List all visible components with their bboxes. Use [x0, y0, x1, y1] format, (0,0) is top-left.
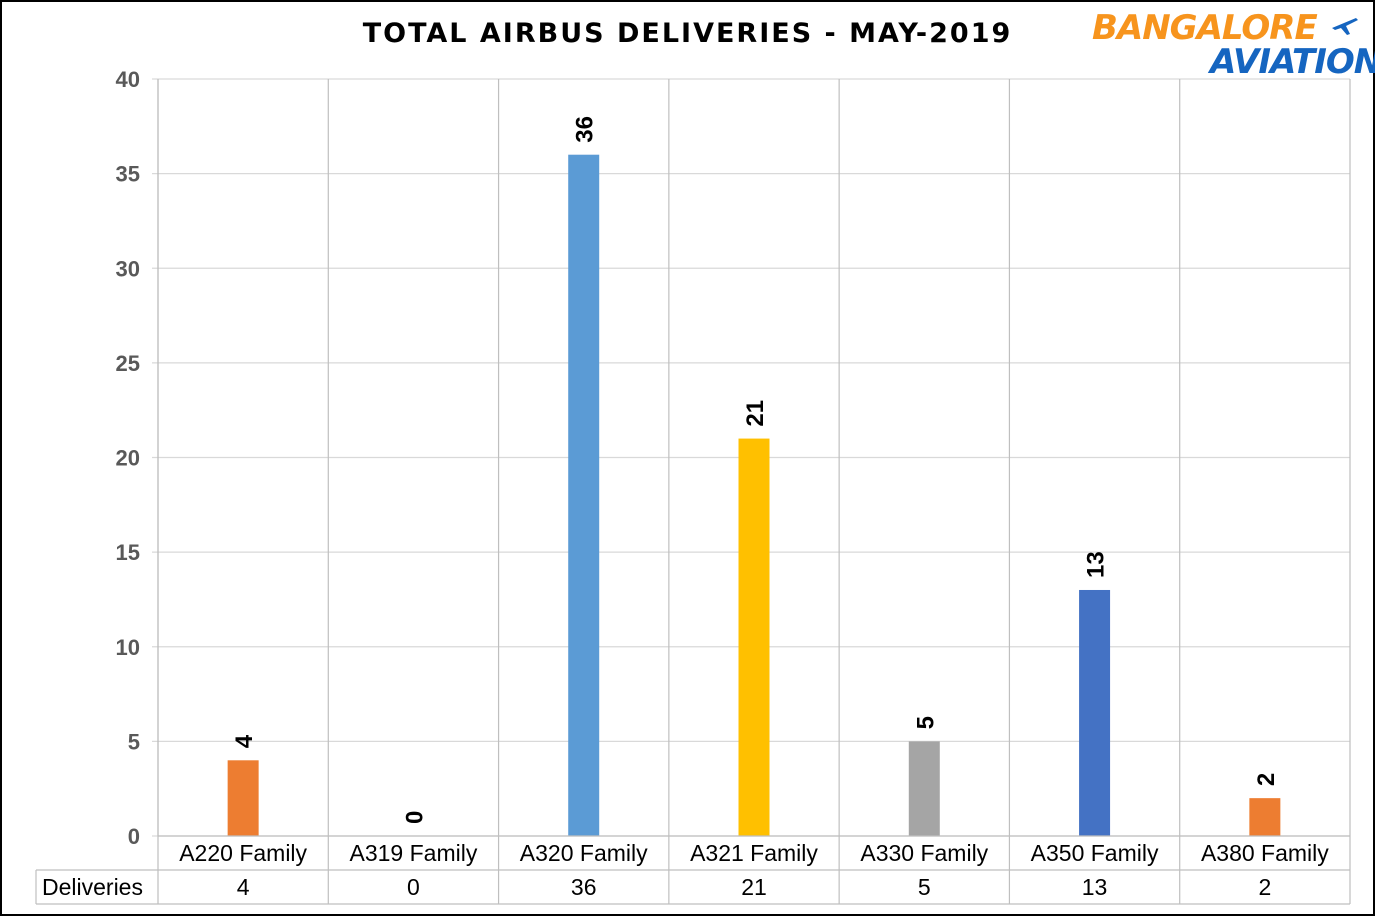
chart-title: TOTAL AIRBUS DELIVERIES - MAY-2019 — [362, 18, 1013, 49]
logo-line-2: AVIATION — [1210, 42, 1375, 82]
table-value: 2 — [1258, 874, 1271, 900]
y-tick-label: 0 — [128, 824, 140, 849]
airplane-icon — [1332, 18, 1358, 35]
series-name: Deliveries — [42, 874, 143, 900]
category-label: A330 Family — [860, 840, 988, 866]
bar-6 — [1249, 798, 1281, 836]
table-value: 4 — [237, 874, 250, 900]
bars: 4 0 36 21 5 13 2 — [227, 116, 1281, 836]
bar-4 — [908, 741, 940, 836]
data-label: 13 — [1083, 551, 1110, 578]
bar-5 — [1079, 589, 1111, 836]
y-tick-label: 15 — [116, 540, 140, 565]
table-value: 5 — [918, 874, 931, 900]
bar-2 — [568, 154, 600, 836]
category-label: A319 Family — [350, 840, 478, 866]
data-label: 4 — [231, 734, 258, 748]
category-label: A321 Family — [690, 840, 818, 866]
table-value: 21 — [741, 874, 767, 900]
table-value: 13 — [1082, 874, 1108, 900]
bar-3 — [738, 438, 770, 836]
bangalore-aviation-logo: BANGALORE AVIATION — [1092, 8, 1375, 82]
y-tick-label: 30 — [116, 256, 140, 281]
data-table: Deliveries A220 Family 4 A319 Family 0 A320 F… — [35, 835, 1350, 905]
data-label: 2 — [1253, 773, 1280, 786]
y-tick-label: 10 — [116, 635, 140, 660]
y-tick-label: 25 — [116, 351, 140, 376]
data-label: 0 — [401, 811, 428, 824]
category-label: A220 Family — [179, 840, 307, 866]
table-value: 0 — [407, 874, 420, 900]
data-label: 5 — [912, 716, 939, 729]
table-value: 36 — [571, 874, 597, 900]
y-tick-label: 40 — [116, 67, 140, 92]
y-tick-label: 5 — [128, 729, 140, 754]
logo-line-1: BANGALORE — [1092, 8, 1318, 48]
category-label: A380 Family — [1201, 840, 1329, 866]
y-tick-label: 35 — [116, 162, 140, 187]
bar-0 — [227, 760, 259, 836]
y-tick-label: 20 — [116, 446, 140, 471]
category-label: A320 Family — [520, 840, 648, 866]
data-label: 21 — [742, 400, 769, 427]
data-label: 36 — [572, 116, 599, 143]
category-label: A350 Family — [1031, 840, 1159, 866]
